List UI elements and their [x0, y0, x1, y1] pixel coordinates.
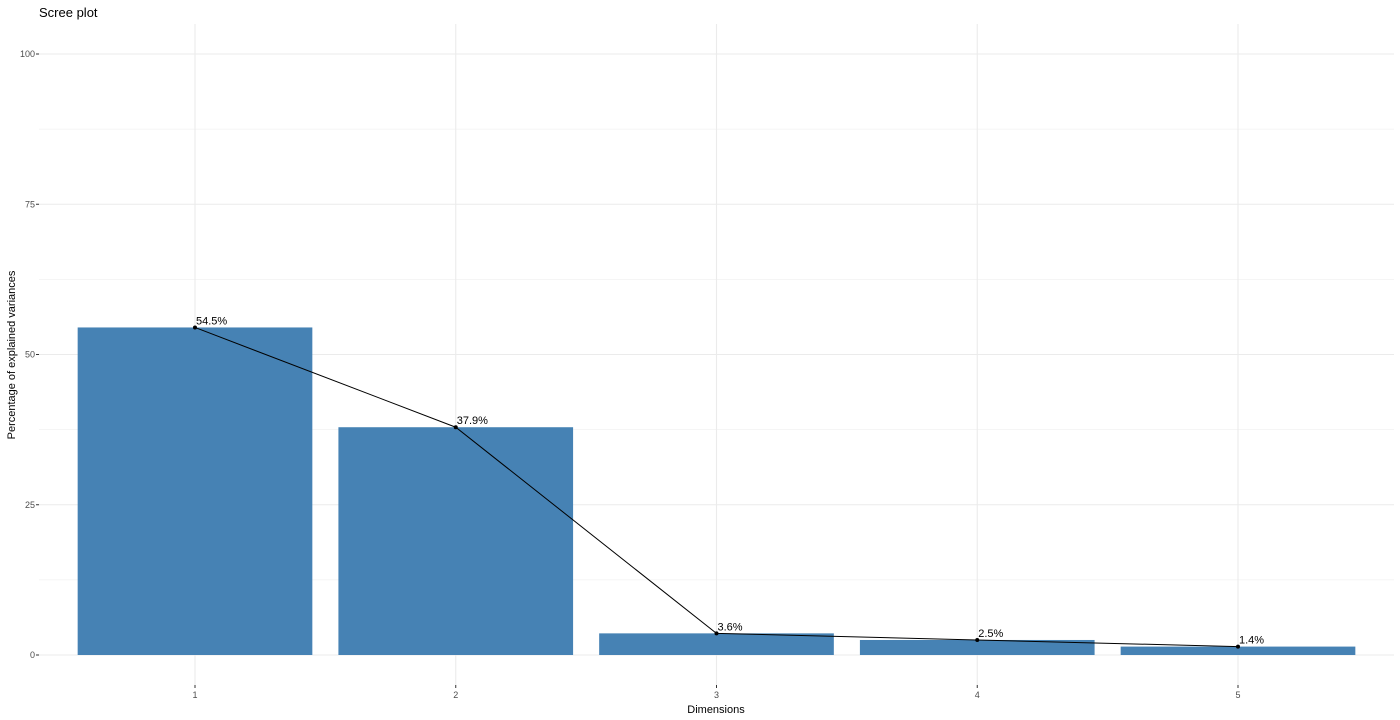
scree-point: [714, 631, 719, 636]
scree-point: [193, 325, 197, 330]
bar: [599, 633, 834, 655]
y-tick-label: 50: [25, 350, 35, 360]
scree-point: [975, 637, 980, 642]
x-tick-label: 1: [192, 690, 197, 700]
bar: [859, 639, 1095, 655]
y-tick-label: 100: [20, 49, 35, 59]
y-tick-label: 25: [25, 500, 35, 510]
x-tick-label: 4: [975, 690, 980, 700]
y-tick-label: 75: [25, 199, 35, 209]
x-tick-label: 5: [1235, 690, 1240, 700]
data-label: 1.4%: [1239, 635, 1264, 647]
bar: [77, 327, 313, 655]
x-tick-label: 2: [453, 690, 458, 700]
scree-point: [1236, 644, 1240, 649]
chart-title: Scree plot: [39, 5, 98, 20]
data-label: 37.9%: [457, 415, 488, 427]
bar: [1120, 646, 1356, 655]
data-label: 54.5%: [196, 315, 227, 327]
y-axis-label: Percentage of explained variances: [6, 270, 18, 439]
data-label: 3.6%: [718, 621, 743, 633]
scree-point: [453, 425, 458, 430]
y-tick-label: 0: [30, 650, 35, 660]
data-label: 2.5%: [978, 628, 1003, 640]
bar: [338, 427, 574, 655]
x-tick-label: 3: [714, 690, 719, 700]
x-axis-label: Dimensions: [687, 704, 745, 716]
